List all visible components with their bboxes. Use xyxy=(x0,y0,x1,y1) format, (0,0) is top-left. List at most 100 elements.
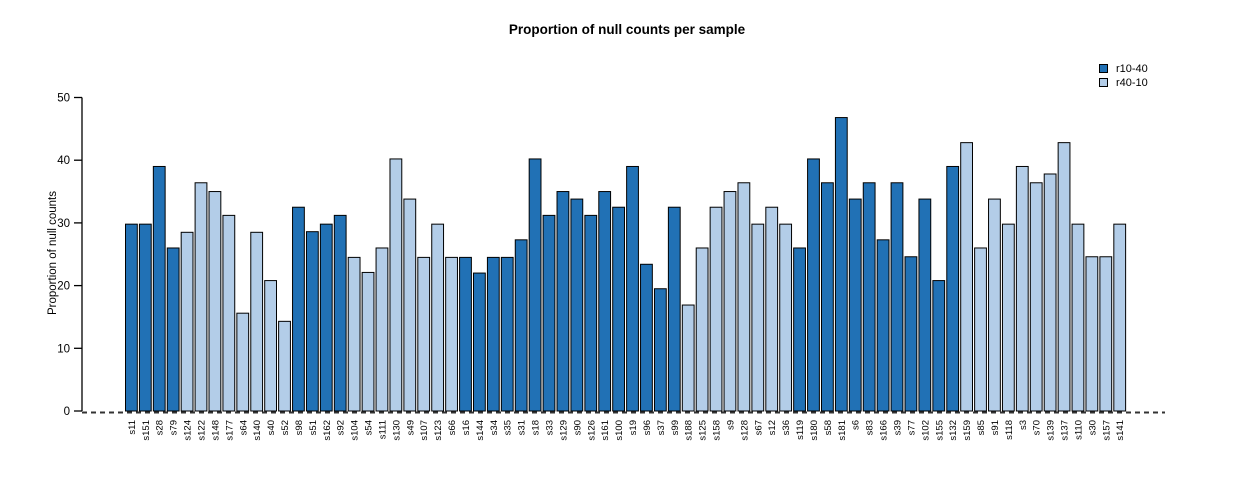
chart-title: Proportion of null counts per sample xyxy=(508,22,746,37)
bar-s139 xyxy=(1043,173,1057,412)
legend: r10-40 r40-10 xyxy=(1099,62,1148,89)
bar-s30 xyxy=(1085,256,1099,412)
x-tick-label: s161 xyxy=(600,420,611,441)
x-tick-label: s124 xyxy=(183,420,194,441)
x-tick-label: s28 xyxy=(155,420,166,435)
bar-s144 xyxy=(473,272,486,412)
bar-s54 xyxy=(361,271,375,412)
bar-s79 xyxy=(166,247,180,412)
bar-s6 xyxy=(848,198,862,412)
bar-s19 xyxy=(626,165,639,412)
bar-s64 xyxy=(236,312,250,412)
x-tick-label: s126 xyxy=(586,420,597,441)
bar-s31 xyxy=(514,239,528,412)
x-tick-label: s96 xyxy=(642,420,653,435)
bar-s151 xyxy=(138,223,152,412)
x-tick-label: s58 xyxy=(823,420,834,435)
x-tick-label: s159 xyxy=(962,420,973,441)
bar-s52 xyxy=(278,320,291,412)
legend-item-r10-40: r10-40 xyxy=(1099,62,1148,75)
x-tick-label: s130 xyxy=(391,420,402,441)
bar-s128 xyxy=(737,182,751,412)
x-tick-label: s54 xyxy=(364,420,375,435)
x-tick-label: s36 xyxy=(781,420,792,435)
bar-s11 xyxy=(125,223,138,412)
x-tick-label: s111 xyxy=(377,420,388,439)
x-tick-label: s110 xyxy=(1073,420,1084,440)
x-tick-label: s188 xyxy=(684,420,695,441)
x-tick-label: s16 xyxy=(461,420,472,435)
bar-s92 xyxy=(333,214,347,412)
x-tick-label: s9 xyxy=(725,420,736,430)
x-tick-label: s166 xyxy=(879,420,890,441)
bar-s162 xyxy=(319,223,333,412)
x-tick-label: s92 xyxy=(336,420,347,435)
x-tick-label: s90 xyxy=(572,420,583,435)
bar-s102 xyxy=(918,198,932,412)
bar-s159 xyxy=(960,142,974,412)
x-tick-label: s119 xyxy=(795,420,806,440)
y-tick-label: 0 xyxy=(64,406,70,418)
x-tick-label: s79 xyxy=(169,420,180,435)
x-tick-label: s158 xyxy=(712,420,723,441)
bar-s119 xyxy=(793,247,806,412)
x-tick-label: s122 xyxy=(197,420,208,441)
bar-s104 xyxy=(347,256,361,412)
x-tick-label: s118 xyxy=(1004,420,1015,440)
bar-s33 xyxy=(542,214,556,412)
y-tick-label: 50 xyxy=(57,93,70,105)
bar-s110 xyxy=(1071,223,1085,412)
bar-s51 xyxy=(305,231,319,412)
x-tick-label: s39 xyxy=(893,420,904,435)
x-tick-label: s177 xyxy=(224,420,235,441)
x-tick-label: s31 xyxy=(517,420,528,435)
bar-s111 xyxy=(375,247,389,412)
x-tick-label: s129 xyxy=(558,420,569,441)
x-tick-label: s140 xyxy=(252,420,263,441)
x-tick-label: s67 xyxy=(753,420,764,435)
bar-s158 xyxy=(709,206,723,412)
bar-s166 xyxy=(876,239,890,412)
bar-s132 xyxy=(946,165,960,412)
x-tick-label: s100 xyxy=(614,420,625,441)
bar-s96 xyxy=(640,263,653,412)
bar-s36 xyxy=(779,223,793,412)
bar-s85 xyxy=(974,247,987,412)
x-tick-label: s151 xyxy=(141,420,152,441)
x-tick-label: s102 xyxy=(920,420,931,441)
bar-s155 xyxy=(932,280,946,412)
bar-s118 xyxy=(1001,223,1015,412)
x-tick-label: s139 xyxy=(1046,420,1057,441)
bar-s90 xyxy=(570,198,584,412)
legend-label: r40-10 xyxy=(1116,76,1148,89)
bar-s99 xyxy=(667,206,681,412)
x-tick-label: s18 xyxy=(531,420,542,435)
bar-s66 xyxy=(445,256,458,412)
x-tick-label: s148 xyxy=(210,420,221,441)
bar-s49 xyxy=(403,198,417,412)
bar-s70 xyxy=(1029,182,1043,412)
legend-label: r10-40 xyxy=(1116,62,1148,75)
bar-s107 xyxy=(417,256,431,412)
x-tick-label: s162 xyxy=(322,420,333,441)
bar-s9 xyxy=(723,191,737,412)
y-tick-label: 30 xyxy=(57,218,70,230)
bar-s18 xyxy=(528,158,542,412)
x-tick-label: s11 xyxy=(127,420,138,435)
bar-s83 xyxy=(862,182,876,412)
x-tick-label: s91 xyxy=(990,420,1001,435)
x-tick-label: s125 xyxy=(698,420,709,441)
legend-swatch-dark-blue xyxy=(1099,64,1108,73)
x-tick-label: s77 xyxy=(906,420,917,435)
x-tick-label: s12 xyxy=(767,420,778,435)
x-tick-label: s141 xyxy=(1115,420,1126,441)
bar-s3 xyxy=(1015,165,1029,412)
bar-s98 xyxy=(292,206,305,412)
bar-s137 xyxy=(1057,142,1071,412)
x-tick-label: s128 xyxy=(739,420,750,441)
x-tick-label: s98 xyxy=(294,420,305,435)
x-tick-label: s155 xyxy=(934,420,945,441)
bar-s34 xyxy=(486,256,500,412)
bar-s35 xyxy=(500,256,514,412)
